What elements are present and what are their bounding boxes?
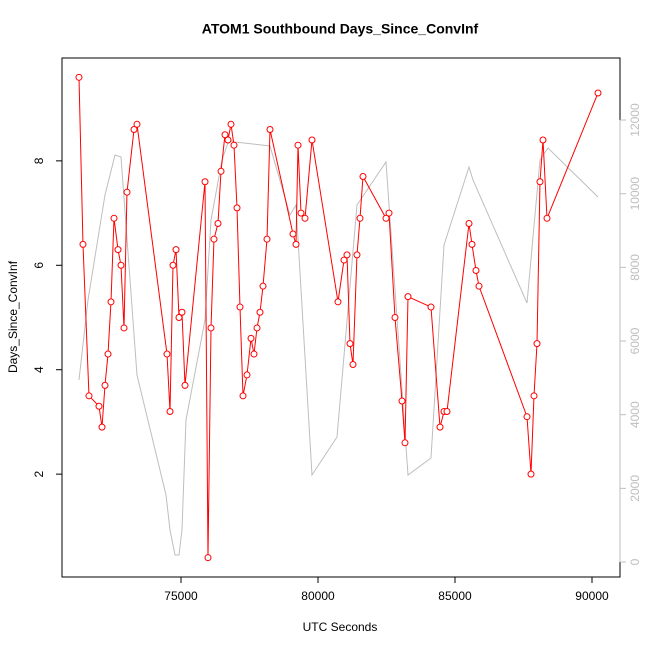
y2-tick-label: 6000 xyxy=(628,327,642,354)
data-point xyxy=(292,240,300,248)
data-point xyxy=(539,136,547,144)
data-point xyxy=(353,251,361,259)
data-point xyxy=(107,298,115,306)
y-axis-label: Days_Since_ConvInf xyxy=(6,260,20,373)
data-point xyxy=(443,407,451,415)
data-point xyxy=(233,204,241,212)
data-point xyxy=(536,178,544,186)
data-point xyxy=(178,308,186,316)
data-point xyxy=(594,89,602,97)
data-point xyxy=(385,209,393,217)
data-point xyxy=(166,407,174,415)
chart-title: ATOM1 Southbound Days_Since_ConvInf xyxy=(202,21,479,37)
data-point xyxy=(266,126,274,134)
y2-tick-label: 2000 xyxy=(628,475,642,502)
data-point xyxy=(210,235,218,243)
data-point xyxy=(123,188,131,196)
data-point xyxy=(259,282,267,290)
data-point xyxy=(236,303,244,311)
data-point xyxy=(224,136,232,144)
data-point xyxy=(101,381,109,389)
data-point xyxy=(130,126,138,134)
data-point xyxy=(163,350,171,358)
data-point xyxy=(523,413,531,421)
y-tick-label: 4 xyxy=(32,366,46,373)
data-point xyxy=(230,141,238,149)
data-point xyxy=(247,334,255,342)
data-point xyxy=(169,261,177,269)
data-point xyxy=(334,298,342,306)
data-point xyxy=(533,340,541,348)
data-point xyxy=(117,261,125,269)
data-point xyxy=(207,324,215,332)
x-axis-label: UTC Seconds xyxy=(303,620,378,634)
data-point xyxy=(404,293,412,301)
data-point xyxy=(382,214,390,222)
data-point xyxy=(289,230,297,238)
x-tick-label: 85000 xyxy=(438,589,472,603)
data-point xyxy=(85,392,93,400)
data-point xyxy=(227,120,235,128)
data-point xyxy=(75,73,83,81)
data-point xyxy=(120,324,128,332)
data-point xyxy=(172,246,180,254)
data-point xyxy=(221,131,229,139)
x-tick-label: 75000 xyxy=(164,589,198,603)
data-point xyxy=(530,392,538,400)
data-point xyxy=(104,350,112,358)
data-point xyxy=(217,167,225,175)
data-point xyxy=(294,141,302,149)
data-point xyxy=(543,214,551,222)
data-point xyxy=(391,314,399,321)
data-point xyxy=(201,178,209,186)
data-point xyxy=(214,220,222,228)
data-point xyxy=(475,282,483,290)
data-point xyxy=(79,240,87,248)
data-point xyxy=(133,120,141,128)
y2-tick-label: 10000 xyxy=(628,177,642,211)
data-point xyxy=(114,246,122,254)
y2-tick-label: 12000 xyxy=(628,103,642,137)
data-point xyxy=(263,235,271,243)
data-point xyxy=(308,136,316,144)
data-point xyxy=(256,308,264,316)
x-tick-label: 90000 xyxy=(575,589,609,603)
data-point xyxy=(110,214,118,222)
data-point xyxy=(98,423,106,431)
data-point xyxy=(349,360,357,368)
data-point xyxy=(472,267,480,275)
data-point xyxy=(340,256,348,264)
data-point xyxy=(181,381,189,389)
y2-tick-label: 4000 xyxy=(628,401,642,428)
data-point xyxy=(204,554,212,562)
data-point xyxy=(343,251,351,259)
y-tick-label: 8 xyxy=(32,157,46,164)
data-point xyxy=(346,340,354,348)
data-point xyxy=(301,214,309,222)
data-point xyxy=(359,173,367,181)
data-point xyxy=(427,303,435,311)
data-point xyxy=(297,209,305,217)
data-point xyxy=(239,392,247,400)
data-point xyxy=(401,439,409,447)
data-point xyxy=(398,397,406,405)
data-point xyxy=(356,214,364,222)
data-point xyxy=(465,220,473,228)
data-point xyxy=(243,371,251,379)
data-point xyxy=(468,240,476,248)
data-point xyxy=(527,470,535,478)
data-point xyxy=(95,402,103,410)
data-point xyxy=(436,423,444,431)
y2-tick-label: 8000 xyxy=(628,254,642,281)
data-point xyxy=(250,350,258,358)
data-point xyxy=(253,324,261,332)
y-tick-label: 2 xyxy=(32,470,46,477)
y-tick-label: 6 xyxy=(32,262,46,269)
y2-tick-label: 0 xyxy=(628,558,642,565)
x-tick-label: 80000 xyxy=(301,589,335,603)
data-point xyxy=(175,314,183,321)
